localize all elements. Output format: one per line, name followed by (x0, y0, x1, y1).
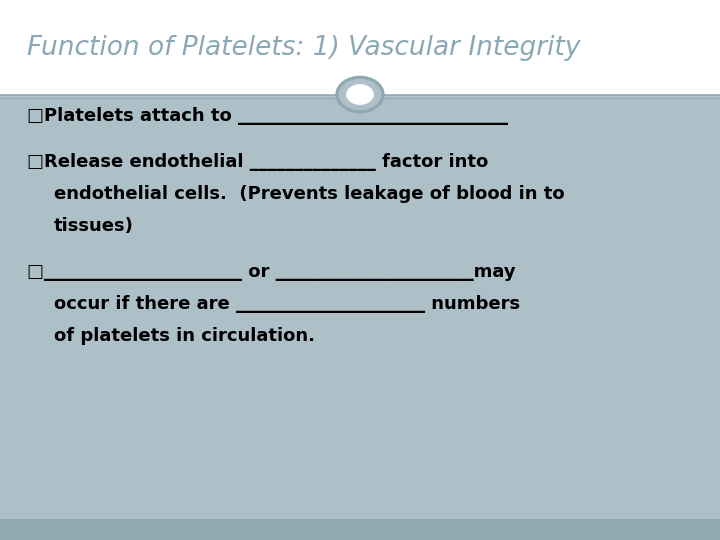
FancyBboxPatch shape (0, 0, 720, 94)
Text: endothelial cells.  (Prevents leakage of blood in to: endothelial cells. (Prevents leakage of … (54, 185, 564, 204)
Text: □Platelets attach to ______________________________: □Platelets attach to ___________________… (27, 107, 508, 125)
Text: of platelets in circulation.: of platelets in circulation. (54, 327, 315, 346)
Text: Function of Platelets: 1) Vascular Integrity: Function of Platelets: 1) Vascular Integ… (27, 35, 581, 60)
Text: □______________________ or ______________________may: □______________________ or _____________… (27, 262, 516, 281)
Text: tissues): tissues) (54, 217, 134, 235)
FancyBboxPatch shape (0, 519, 720, 540)
Circle shape (346, 84, 374, 105)
Text: occur if there are _____________________ numbers: occur if there are _____________________… (54, 295, 520, 313)
Circle shape (337, 77, 383, 112)
Text: □Release endothelial ______________ factor into: □Release endothelial ______________ fact… (27, 153, 489, 171)
